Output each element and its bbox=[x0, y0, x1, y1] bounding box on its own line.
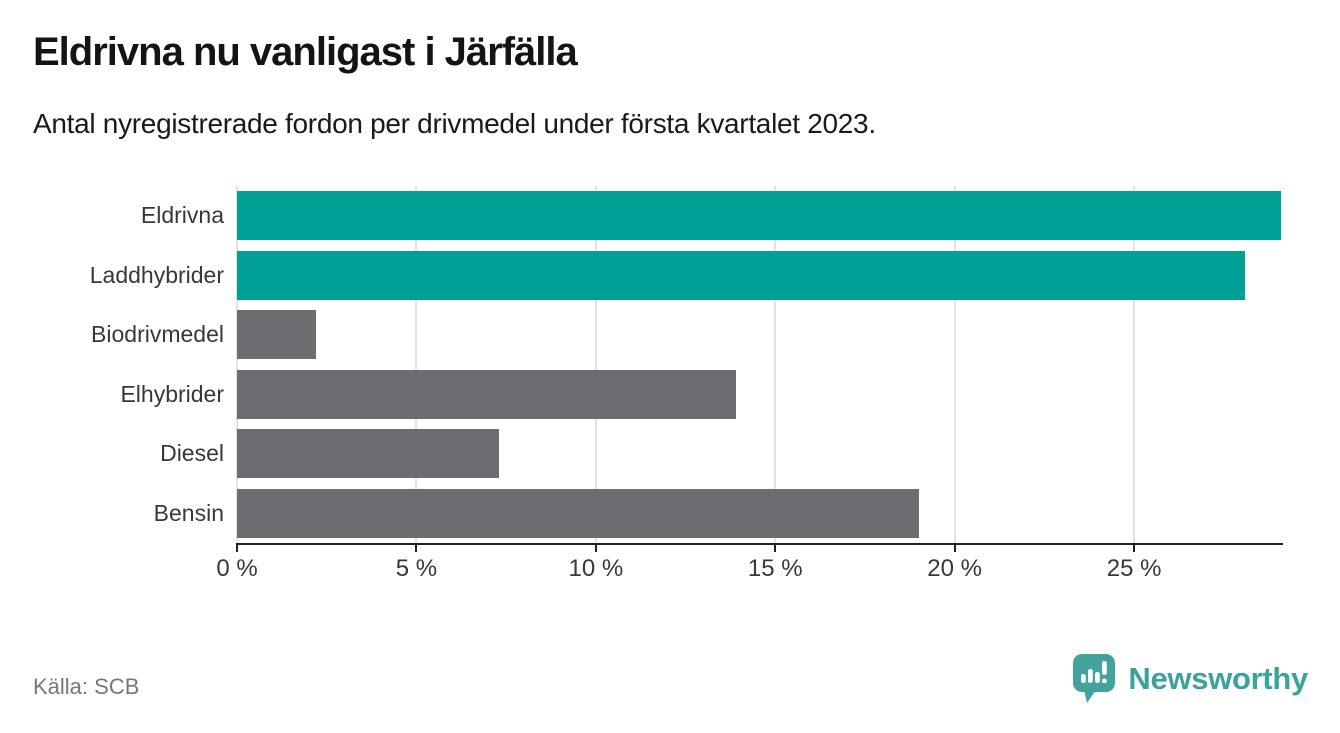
newsworthy-pin-icon bbox=[1073, 654, 1116, 703]
x-axis-tick-10 bbox=[594, 543, 597, 552]
x-axis-line bbox=[237, 543, 1283, 545]
bar-row-laddhybrider bbox=[237, 246, 1283, 306]
bar-laddhybrider bbox=[237, 250, 1246, 300]
x-axis-tick-15 bbox=[774, 543, 777, 552]
gridline-5 bbox=[415, 186, 418, 543]
category-label-eldrivna: Eldrivna bbox=[140, 202, 224, 229]
x-axis-tick-label-15: 15 % bbox=[747, 555, 803, 582]
chart-subtitle: Antal nyregistrerade fordon per drivmede… bbox=[33, 108, 876, 139]
x-axis-tick-label-20: 20 % bbox=[927, 555, 983, 582]
bar-chart: Eldrivna Laddhybrider Biodrivmedel Elhybrid… bbox=[33, 186, 1283, 582]
x-axis-tick-0 bbox=[236, 543, 238, 552]
x-axis-tick-20 bbox=[953, 543, 956, 552]
category-axis: Eldrivna Laddhybrider Biodrivmedel Elhybrid… bbox=[33, 186, 237, 543]
newsworthy-logo: Newsworthy bbox=[1071, 652, 1308, 706]
bar-biodrivmedel bbox=[237, 310, 316, 360]
bar-row-diesel bbox=[237, 424, 1283, 484]
gridline-10 bbox=[594, 186, 597, 543]
bar-elhybrider bbox=[237, 369, 736, 419]
x-axis-tick-label-5: 5 % bbox=[395, 555, 438, 582]
source-note: Källa: SCB bbox=[33, 674, 140, 699]
x-axis-tick-5 bbox=[415, 543, 418, 552]
category-label-diesel: Diesel bbox=[160, 440, 224, 467]
bar-row-bensin bbox=[237, 484, 1283, 544]
bar-row-biodrivmedel bbox=[237, 305, 1283, 365]
category-label-biodrivmedel: Biodrivmedel bbox=[91, 321, 224, 348]
x-axis-tick-label-25: 25 % bbox=[1106, 555, 1162, 582]
gridline-25 bbox=[1133, 186, 1136, 543]
bar-diesel bbox=[237, 429, 499, 479]
x-axis-tick-25 bbox=[1133, 543, 1136, 552]
x-axis-tick-label-0: 0 % bbox=[216, 555, 258, 582]
x-axis-tick-label-10: 10 % bbox=[568, 555, 624, 582]
chart-title: Eldrivna nu vanligast i Järfälla bbox=[33, 30, 578, 74]
bar-bensin bbox=[237, 488, 919, 538]
gridline-20 bbox=[953, 186, 956, 543]
gridline-0 bbox=[236, 186, 238, 543]
bar-row-eldrivna bbox=[237, 186, 1283, 246]
bar-eldrivna bbox=[237, 191, 1282, 241]
category-label-elhybrider: Elhybrider bbox=[120, 380, 224, 407]
bar-row-elhybrider bbox=[237, 365, 1283, 425]
plot-area: 0 % 5 % 10 % 15 % 20 % 25 % bbox=[216, 186, 1283, 582]
newsworthy-wordmark: Newsworthy bbox=[1128, 661, 1308, 696]
category-label-laddhybrider: Laddhybrider bbox=[89, 261, 224, 288]
category-label-bensin: Bensin bbox=[153, 499, 224, 526]
gridline-15 bbox=[774, 186, 777, 543]
